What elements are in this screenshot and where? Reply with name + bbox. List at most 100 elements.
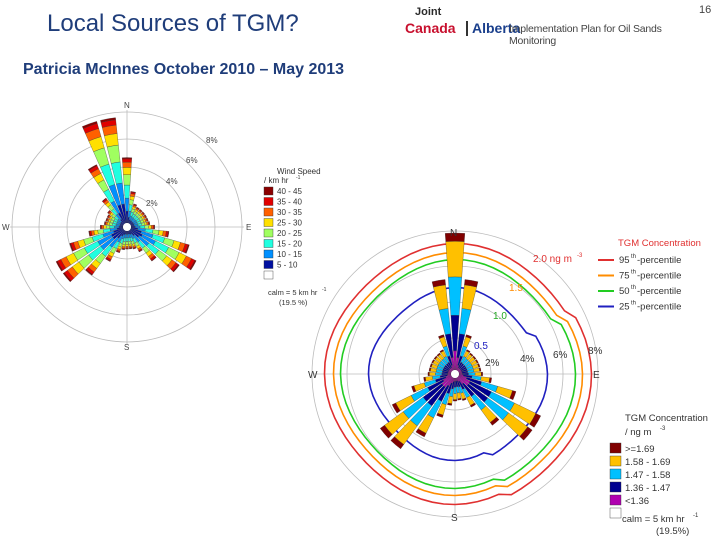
wind-rose-petal-segment bbox=[123, 174, 131, 186]
wind-rose-petal-segment bbox=[114, 225, 120, 229]
wind-rose-petal-segment bbox=[126, 234, 128, 239]
tgm-percentile-contour bbox=[367, 286, 549, 462]
tgm-rose-petal-segment bbox=[481, 371, 483, 377]
tgm-rose-ring-label: 8% bbox=[588, 346, 603, 357]
tgm-rose-center bbox=[451, 370, 459, 378]
tgm-rose-petal-segment bbox=[447, 402, 453, 406]
logo-canada-text: Canada bbox=[405, 20, 456, 36]
tgm-rose-petal-segment bbox=[470, 402, 476, 408]
logo-joint-text: Joint bbox=[415, 6, 442, 18]
tgm-rose-petal-segment bbox=[462, 397, 467, 401]
tgm-contour-unit-sup: -3 bbox=[577, 253, 583, 259]
tgm-rose-petal-segment bbox=[457, 398, 462, 401]
tgm-rose-petal-segment bbox=[391, 402, 401, 414]
wind-legend-swatch bbox=[263, 197, 274, 206]
tgm-contour-label: 1.0 bbox=[493, 311, 507, 322]
tgm-rose-petal-segment bbox=[466, 349, 471, 353]
tgm-rose-petal-segment bbox=[461, 284, 477, 311]
tgm-legend-swatch bbox=[609, 494, 622, 506]
tgm-rose-petal-segment bbox=[453, 381, 457, 388]
wind-rose-petal-segment bbox=[85, 268, 93, 276]
wind-rose-petal-segment bbox=[135, 225, 141, 229]
wind-rose-ring-label: 8% bbox=[206, 136, 218, 145]
tgm-percentile-suffix: -percentile bbox=[637, 255, 681, 266]
tgm-rose-petal-segment bbox=[436, 352, 441, 357]
wind-rose-petal-segment bbox=[107, 209, 111, 214]
wind-rose-petal-segment bbox=[184, 244, 190, 254]
wind-rose-petal-segment bbox=[123, 184, 131, 199]
tgm-rose-petal-segment bbox=[423, 376, 427, 382]
tgm-rose-petal-segment bbox=[475, 359, 479, 364]
wind-rose-petal-segment bbox=[139, 208, 143, 212]
wind-rose-petal-segment bbox=[133, 247, 137, 250]
wind-rose-petal-segment bbox=[133, 203, 138, 206]
tgm-legend-swatch bbox=[609, 468, 622, 480]
wind-legend-calm-swatch bbox=[263, 270, 274, 280]
tgm-rose-petal-segment bbox=[464, 279, 479, 288]
tgm-rose-petal-segment bbox=[459, 308, 472, 335]
tgm-percentile-label: 95 bbox=[619, 255, 630, 266]
tgm-percentile-label: 50 bbox=[619, 286, 630, 297]
wind-calm-pct: (19.5 %) bbox=[279, 298, 308, 307]
tgm-percentile-suffix: -percentile bbox=[637, 302, 681, 313]
tgm-legend-label: 1.36 - 1.47 bbox=[625, 483, 670, 494]
tgm-rose-w-label: W bbox=[308, 370, 318, 381]
wind-rose-petal-segment bbox=[121, 248, 125, 250]
wind-rose-s-label: S bbox=[124, 343, 129, 352]
wind-rose-petal-segment bbox=[128, 240, 132, 245]
tgm-rose-petal-segment bbox=[462, 372, 469, 376]
tgm-legend-unit: / ng m bbox=[625, 427, 651, 438]
wind-rose-petal-segment bbox=[105, 217, 108, 222]
tgm-rose-petal-segment bbox=[462, 336, 471, 348]
tgm-rose-petal-segment bbox=[433, 355, 438, 360]
wind-legend-label: 5 - 10 bbox=[277, 261, 298, 270]
tgm-contour-label: 0.5 bbox=[474, 341, 488, 352]
wind-rose-petal-segment bbox=[103, 225, 107, 229]
tgm-percentile-sup: th bbox=[631, 285, 636, 291]
wind-rose-petal-segment bbox=[125, 241, 129, 245]
tgm-rose-petal-segment bbox=[431, 279, 446, 288]
tgm-rose-petal-segment bbox=[489, 416, 500, 426]
wind-rose-petal-segment bbox=[144, 214, 147, 218]
tgm-calm-pct: (19.5%) bbox=[656, 526, 689, 537]
wind-rose-petal-segment bbox=[125, 246, 129, 249]
tgm-calm-sup: -1 bbox=[693, 513, 699, 519]
tgm-rose-petal-segment bbox=[453, 387, 457, 394]
wind-rose-petal-segment bbox=[100, 224, 101, 230]
tgm-percentile-sup: th bbox=[631, 270, 636, 276]
tgm-percentile-contour bbox=[339, 258, 577, 490]
wind-legend-label: 30 - 35 bbox=[277, 208, 302, 217]
wind-rose-petal-segment bbox=[139, 225, 145, 229]
slide-subtitle: Patricia McInnes October 2010 – May 2013 bbox=[23, 61, 345, 78]
tgm-percentile-contour bbox=[323, 242, 593, 506]
wind-rose-petal-segment bbox=[101, 225, 104, 229]
wind-legend-title: Wind Speed bbox=[277, 167, 321, 176]
tgm-rose-petal-segment bbox=[438, 308, 451, 335]
tgm-legend-label: >=1.69 bbox=[625, 444, 655, 455]
tgm-rose-petal-segment bbox=[448, 276, 462, 316]
wind-rose-petal-segment bbox=[151, 256, 157, 262]
tgm-rose-s-label: S bbox=[451, 513, 458, 524]
wind-rose-petal-segment bbox=[87, 164, 98, 171]
tgm-rose-petal-segment bbox=[469, 352, 474, 357]
tgm-rose-petal-segment bbox=[441, 372, 448, 376]
tgm-rose-ring-label: 4% bbox=[520, 354, 535, 365]
wind-rose-ring-label: 6% bbox=[186, 156, 198, 165]
wind-calm-sup: -1 bbox=[322, 287, 327, 293]
wind-rose-petal-segment bbox=[109, 225, 115, 229]
wind-rose-petal-segment bbox=[129, 199, 134, 206]
wind-rose-petal-segment bbox=[141, 222, 146, 226]
tgm-legend-label: <1.36 bbox=[625, 496, 649, 507]
wind-rose-petal-segment bbox=[138, 249, 143, 253]
wind-rose-petal-segment bbox=[136, 206, 140, 210]
tgm-percentile-title: TGM Concentration bbox=[618, 238, 701, 249]
tgm-legend-label: 1.58 - 1.69 bbox=[625, 457, 670, 468]
wind-rose-e-label: E bbox=[246, 223, 251, 232]
tgm-legend-items: >=1.69 1.58 - 1.69 1.47 - 1.58 1.36 - 1.47 <… bbox=[609, 442, 670, 519]
slide-title: Local Sources of TGM? bbox=[47, 10, 299, 37]
wind-rose-petal-segment bbox=[115, 250, 120, 253]
tgm-rose-petal-segment bbox=[519, 426, 533, 441]
